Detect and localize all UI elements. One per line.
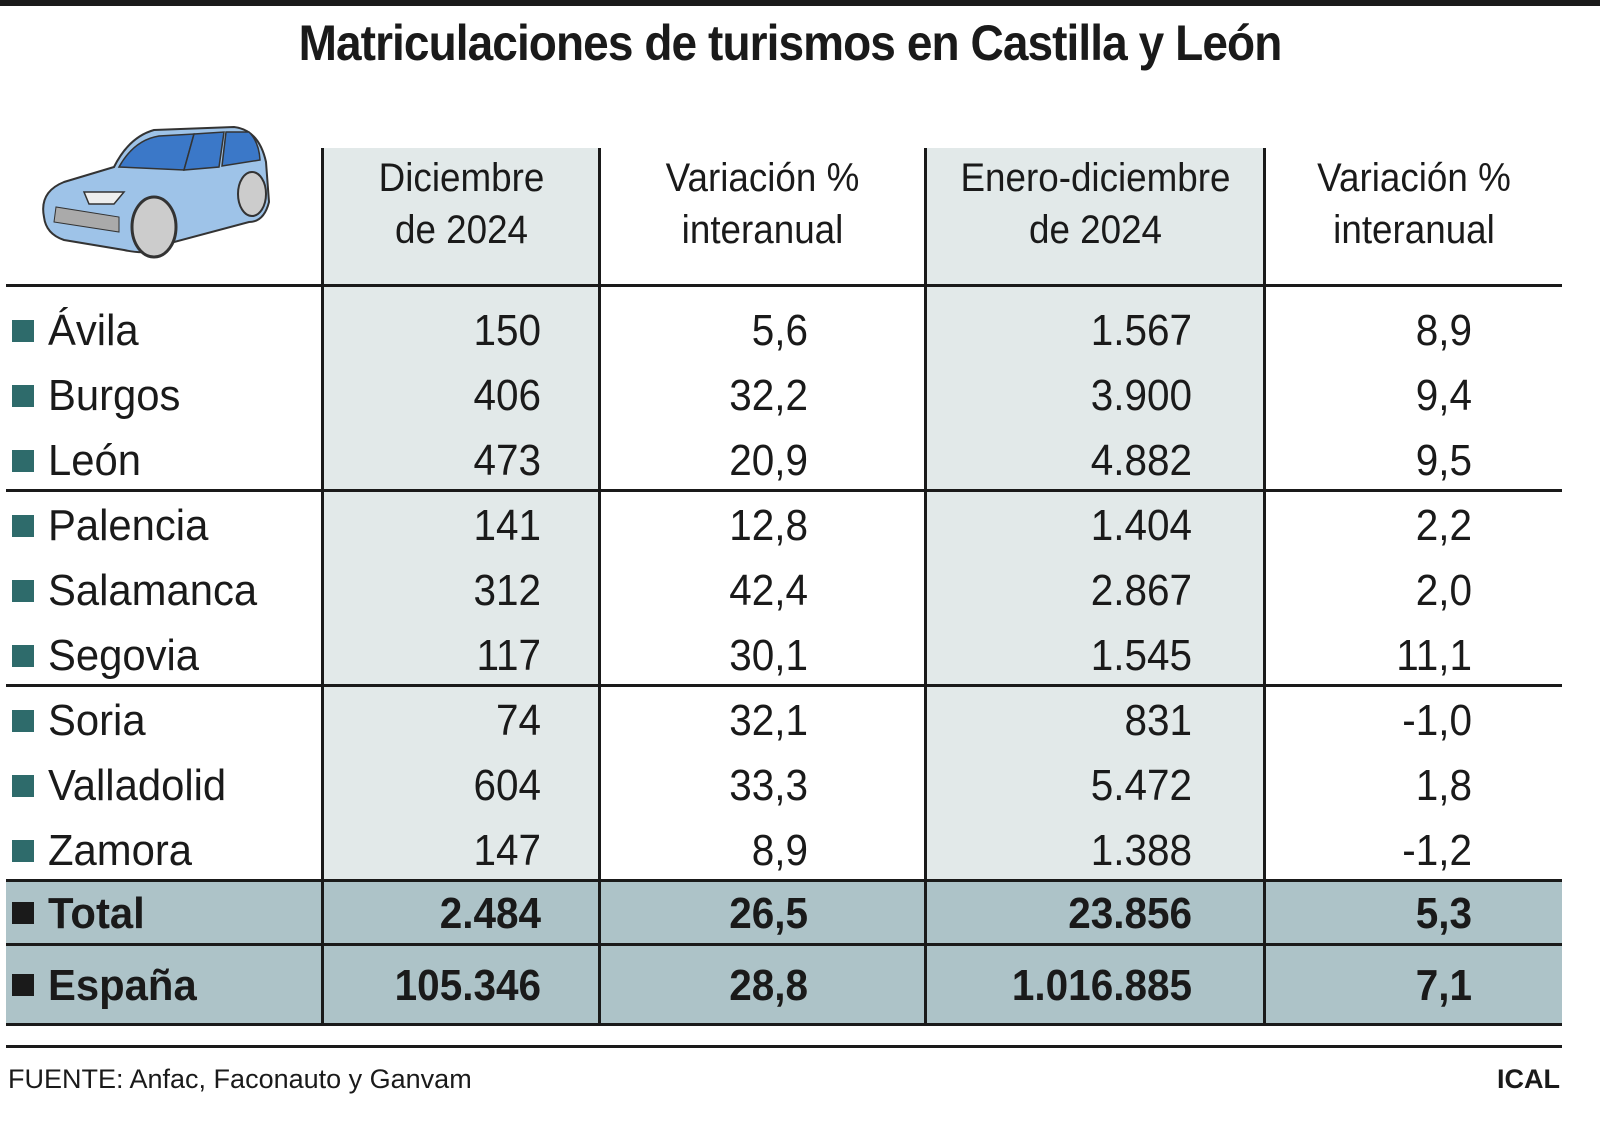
bullet-square bbox=[12, 839, 34, 862]
table-cell: 4.882 bbox=[1090, 436, 1192, 485]
table-cell: 1.388 bbox=[1090, 826, 1192, 875]
table-cell: 2.484 bbox=[439, 888, 541, 938]
table-cell: 26,5 bbox=[729, 888, 808, 938]
table-cell: 831 bbox=[1124, 696, 1192, 745]
source-note: FUENTE: Anfac, Faconauto y Ganvam bbox=[8, 1064, 472, 1094]
table-cell: 2.867 bbox=[1090, 566, 1192, 615]
table-cell: 42,4 bbox=[729, 566, 808, 615]
row-label: Zamora bbox=[48, 826, 193, 875]
top-rule bbox=[0, 0, 1600, 6]
bullet-square bbox=[12, 974, 34, 996]
row-label: Valladolid bbox=[48, 761, 227, 810]
bullet-square bbox=[12, 319, 34, 342]
table-cell: 32,2 bbox=[729, 371, 808, 420]
column-header-line: de 2024 bbox=[394, 208, 529, 252]
table-cell: 117 bbox=[476, 631, 541, 680]
table-cell: 147 bbox=[473, 826, 541, 875]
column-header-line: interanual bbox=[681, 208, 844, 252]
column-divider bbox=[924, 148, 927, 1025]
row-label: España bbox=[48, 960, 197, 1010]
page-title: Matriculaciones de turismos en Castilla … bbox=[298, 15, 1283, 71]
table-cell: 312 bbox=[473, 566, 541, 615]
bullet-square bbox=[12, 774, 34, 797]
table-cell: 8,9 bbox=[1415, 306, 1472, 355]
table-cell: -1,0 bbox=[1402, 696, 1472, 745]
column-header-line: Enero-diciembre bbox=[960, 156, 1231, 200]
table-cell: 11,1 bbox=[1396, 631, 1472, 680]
table-cell: 105.346 bbox=[394, 960, 541, 1010]
row-label: Soria bbox=[48, 696, 146, 745]
column-header-line: de 2024 bbox=[1028, 208, 1163, 252]
bullet-square bbox=[12, 449, 34, 472]
table-cell: 1.404 bbox=[1090, 501, 1192, 550]
column-header: Variación % interanual bbox=[1278, 152, 1550, 262]
column-header: Enero-diciembre de 2024 bbox=[940, 152, 1250, 262]
table-cell: 3.900 bbox=[1090, 371, 1192, 420]
brand-label: ICAL bbox=[1497, 1064, 1560, 1094]
row-divider bbox=[6, 489, 1562, 492]
column-header: Diciembre de 2024 bbox=[335, 152, 588, 262]
table-cell: 1.545 bbox=[1090, 631, 1192, 680]
row-label: Ávila bbox=[48, 306, 139, 355]
bullet-square bbox=[12, 514, 34, 537]
column-header-line: Variación % bbox=[665, 156, 860, 200]
car-icon bbox=[42, 125, 271, 259]
table-cell: 2,0 bbox=[1415, 566, 1472, 615]
column-shade bbox=[927, 148, 1264, 880]
table-cell: 604 bbox=[473, 761, 541, 810]
table-cell: 30,1 bbox=[729, 631, 808, 680]
table-cell: 473 bbox=[473, 436, 541, 485]
table-cell: 20,9 bbox=[729, 436, 808, 485]
row-divider bbox=[6, 284, 1562, 287]
row-divider bbox=[6, 943, 1562, 946]
row-divider bbox=[6, 684, 1562, 687]
row-label: Total bbox=[48, 888, 145, 938]
row-label: Segovia bbox=[48, 631, 200, 680]
table-cell: 406 bbox=[473, 371, 541, 420]
bullet-square bbox=[12, 902, 34, 924]
footer-rule bbox=[6, 1045, 1562, 1048]
column-header-line: Diciembre bbox=[378, 156, 545, 200]
table-cell: 32,1 bbox=[729, 696, 808, 745]
table-cell: 9,4 bbox=[1415, 371, 1472, 420]
column-header-line: interanual bbox=[1333, 208, 1495, 252]
row-divider bbox=[6, 1023, 1562, 1026]
column-divider bbox=[321, 148, 324, 1025]
table-cell: 150 bbox=[473, 306, 541, 355]
table-cell: 33,3 bbox=[729, 761, 808, 810]
total-rows-bg bbox=[6, 880, 1562, 1025]
table-cell: 7,1 bbox=[1415, 960, 1472, 1010]
table-cell: 23.856 bbox=[1068, 888, 1192, 938]
table-cell: 1,8 bbox=[1415, 761, 1472, 810]
table-cell: -1,2 bbox=[1402, 826, 1472, 875]
table-cell: 2,2 bbox=[1415, 501, 1472, 550]
table-cell: 1.016.885 bbox=[1011, 960, 1192, 1010]
column-shade bbox=[324, 148, 599, 880]
row-label: Salamanca bbox=[48, 566, 258, 615]
column-divider bbox=[598, 148, 601, 1025]
table-cell: 141 bbox=[473, 501, 541, 550]
row-label: Palencia bbox=[48, 501, 209, 550]
bullet-square bbox=[12, 709, 34, 732]
table-cell: 74 bbox=[495, 696, 541, 745]
row-divider bbox=[6, 879, 1562, 882]
column-divider bbox=[1263, 148, 1266, 1025]
bullet-square bbox=[12, 384, 34, 407]
table-cell: 12,8 bbox=[729, 501, 808, 550]
table-cell: 5,3 bbox=[1415, 888, 1472, 938]
column-header-line: Variación % bbox=[1317, 156, 1511, 200]
bullet-square bbox=[12, 579, 34, 602]
table-cell: 5,6 bbox=[751, 306, 808, 355]
table-cell: 1.567 bbox=[1090, 306, 1192, 355]
table-cell: 8,9 bbox=[751, 826, 808, 875]
table-cell: 28,8 bbox=[729, 960, 808, 1010]
table-cell: 5.472 bbox=[1090, 761, 1192, 810]
row-label: León bbox=[48, 436, 141, 485]
table-cell: 9,5 bbox=[1415, 436, 1472, 485]
bullet-square bbox=[12, 644, 34, 667]
row-label: Burgos bbox=[48, 371, 181, 420]
column-header: Variación % interanual bbox=[614, 152, 911, 262]
